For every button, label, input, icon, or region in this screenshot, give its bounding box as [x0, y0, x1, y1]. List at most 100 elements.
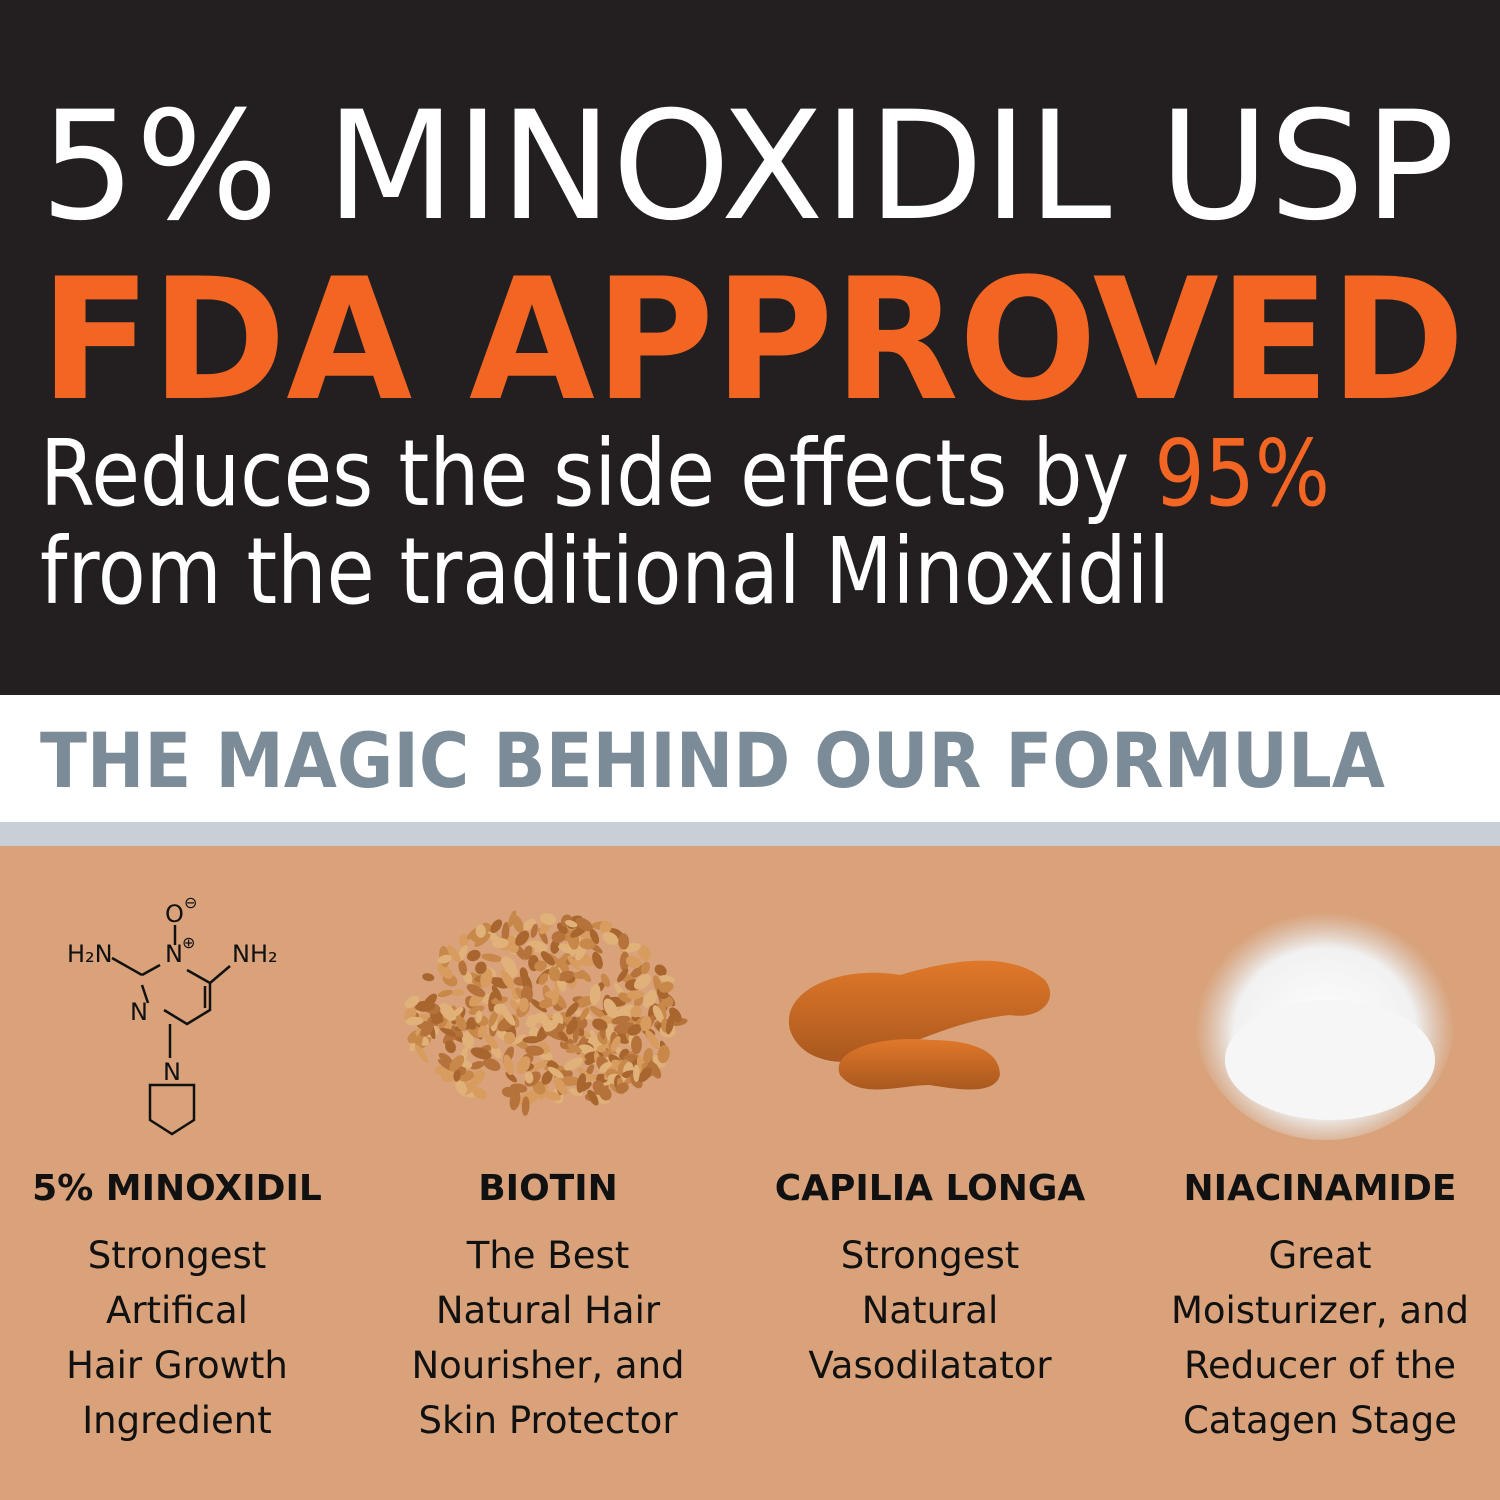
oat-flake: [445, 1040, 456, 1054]
oat-flake: [633, 974, 651, 990]
oat-flake: [599, 920, 612, 934]
ingredient-columns: 5% MINOXIDIL Strongest Artifical Hair Growt…: [32, 1168, 1469, 1442]
oat-flake: [463, 1080, 478, 1096]
oat-flake: [477, 1024, 488, 1038]
oat-flake: [524, 1071, 534, 1084]
oat-flake: [522, 1036, 542, 1044]
oat-flake: [638, 1067, 652, 1083]
oat-flake: [592, 1018, 608, 1031]
oat-flake: [657, 1044, 670, 1064]
ingredient-name: BIOTIN: [478, 1168, 618, 1209]
oat-flake: [633, 1064, 640, 1083]
oat-flake: [534, 960, 547, 972]
oat-flake: [414, 1000, 436, 1012]
oat-flake: [483, 1057, 501, 1071]
oat-flake: [523, 945, 533, 960]
oat-flake: [576, 1073, 586, 1093]
oat-flake: [654, 964, 667, 977]
oat-flake: [488, 1008, 499, 1028]
claim-text: Reduces the side effects by: [40, 420, 1154, 527]
oat-flake: [468, 1005, 485, 1015]
oat-flake: [438, 1052, 453, 1064]
bond: [141, 963, 161, 977]
molecule-labels: H₂N NH₂ O ⊖ N ⊕ N N: [67, 893, 278, 1086]
bond: [209, 965, 231, 984]
ingredient-description: Hair Growth: [66, 1344, 288, 1387]
oat-flake: [556, 970, 575, 982]
oat-flake: [602, 931, 619, 945]
oat-flake: [631, 1035, 642, 1055]
piperidine-ring: [148, 1083, 196, 1136]
oat-flake: [458, 933, 469, 947]
ingredient-name: 5% MINOXIDIL: [32, 1168, 322, 1209]
oat-flake: [453, 1069, 461, 1082]
oat-flake: [458, 959, 468, 976]
oat-flake: [565, 1002, 579, 1017]
ingredient-description: Natural Hair: [436, 1289, 661, 1332]
turmeric-image: [788, 960, 1051, 1090]
oat-flake: [543, 1019, 559, 1032]
oat-flake: [573, 971, 588, 980]
oat-flake: [500, 970, 515, 990]
title-bg: [0, 695, 1500, 822]
oat-flake: [525, 1045, 544, 1056]
oat-flake: [589, 983, 601, 1006]
root: [838, 1039, 1000, 1090]
oat-flake: [566, 1018, 578, 1035]
oat-flake: [405, 1016, 424, 1026]
oat-flake: [540, 913, 557, 925]
ingredient-description: Great: [1268, 1234, 1371, 1277]
oat-flake: [512, 1034, 527, 1045]
oat-flake: [539, 998, 555, 1009]
oat-flake: [420, 1024, 434, 1037]
oat-flake: [579, 938, 596, 950]
oat-flake: [501, 956, 517, 971]
oat-flake: [501, 1086, 516, 1098]
oat-flake: [404, 995, 420, 1009]
oat-flake: [431, 1017, 444, 1025]
oat-flake: [472, 1087, 488, 1100]
oat-flake: [538, 972, 549, 985]
oat-flake: [470, 1047, 492, 1060]
oat-flake: [439, 1003, 457, 1021]
oat-flake: [541, 1070, 553, 1085]
ingredient-description: Strongest: [88, 1234, 267, 1277]
oat-flake: [645, 989, 657, 1007]
oat-flake: [551, 987, 560, 1006]
atom-label: H₂N: [67, 940, 113, 968]
oat-flake: [563, 1057, 583, 1071]
oat-flake: [422, 973, 435, 982]
oat-flake: [475, 924, 486, 938]
oat-flake: [569, 1088, 583, 1097]
oat-flake: [450, 989, 465, 997]
oat-flake: [640, 961, 651, 975]
oat-flake: [481, 953, 502, 963]
oat-flake: [475, 1010, 483, 1023]
oat-flake: [565, 920, 578, 928]
ingredient-description: Reducer of the: [1184, 1344, 1456, 1387]
claim-highlight: 95%: [1154, 420, 1330, 527]
ingredient-description: Artifical: [106, 1289, 248, 1332]
oat-flake: [449, 1055, 465, 1072]
charge: ⊕: [182, 933, 195, 952]
oat-flake: [592, 951, 603, 970]
oat-flake: [508, 910, 517, 928]
oat-flake: [567, 955, 580, 970]
root: [788, 960, 1051, 1062]
oat-flake: [630, 1005, 642, 1018]
oat-flake: [516, 1056, 531, 1074]
oat-flake: [600, 973, 611, 987]
niacinamide-image: [1195, 900, 1455, 1140]
oat-flake: [615, 1082, 629, 1094]
oat-flake: [627, 990, 644, 1000]
oat-flake: [647, 1060, 662, 1079]
ingredient-name: CAPILIA LONGA: [775, 1168, 1086, 1209]
oat-flake: [617, 1004, 635, 1019]
ingredient-description: Strongest: [841, 1234, 1020, 1277]
oat-flake: [519, 967, 529, 982]
oat-flake: [530, 923, 538, 938]
oat-flake: [579, 1007, 590, 1021]
oat-flake: [548, 1066, 564, 1079]
oat-flake: [505, 1071, 517, 1083]
oat-flake: [503, 1054, 514, 1076]
